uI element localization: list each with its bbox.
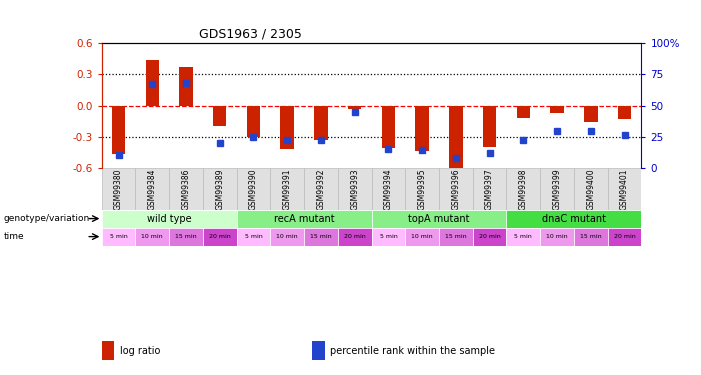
Bar [237,228,271,246]
Bar [483,105,496,147]
Text: 20 min: 20 min [613,234,635,239]
Bar [169,228,203,246]
Bar [372,210,507,228]
Bar [111,105,125,154]
Text: GSM99394: GSM99394 [384,168,393,210]
Text: GSM99395: GSM99395 [418,168,427,210]
Text: GSM99386: GSM99386 [182,168,191,210]
Text: time: time [4,232,24,241]
Text: log ratio: log ratio [120,346,161,355]
Text: GSM99399: GSM99399 [552,168,562,210]
Bar [237,210,372,228]
Text: 5 min: 5 min [515,234,532,239]
Bar [102,210,237,228]
Bar [372,168,405,210]
Bar [608,168,641,210]
Text: GSM99401: GSM99401 [620,168,629,210]
Bar [472,168,507,210]
Bar [507,228,540,246]
Bar [102,228,135,246]
Bar [507,168,540,210]
Bar [540,228,574,246]
Text: 15 min: 15 min [175,234,197,239]
Text: 5 min: 5 min [245,234,262,239]
Text: GSM99393: GSM99393 [350,168,359,210]
Bar [304,168,338,210]
Text: 15 min: 15 min [580,234,601,239]
Bar [574,228,608,246]
Text: GSM99384: GSM99384 [148,168,157,210]
Bar [416,105,429,151]
Text: GSM99391: GSM99391 [283,168,292,210]
Text: GSM99392: GSM99392 [316,168,325,210]
Bar [203,168,237,210]
Bar [169,168,203,210]
Text: GSM99389: GSM99389 [215,168,224,210]
Text: 20 min: 20 min [343,234,365,239]
Text: dnaC mutant: dnaC mutant [542,214,606,223]
Bar [372,228,405,246]
Text: 10 min: 10 min [142,234,163,239]
Text: wild type: wild type [147,214,191,223]
Text: 15 min: 15 min [445,234,467,239]
Text: recA mutant: recA mutant [274,214,334,223]
Bar [439,228,472,246]
Text: percentile rank within the sample: percentile rank within the sample [330,346,495,355]
Bar [213,105,226,126]
Bar [550,105,564,113]
Text: GDS1963 / 2305: GDS1963 / 2305 [199,28,301,40]
Text: 10 min: 10 min [411,234,433,239]
Bar [381,105,395,148]
Text: GSM99397: GSM99397 [485,168,494,210]
Bar [203,228,237,246]
Bar [135,168,169,210]
Text: GSM99400: GSM99400 [586,168,595,210]
Bar [146,60,159,105]
Text: 5 min: 5 min [109,234,128,239]
Bar [271,228,304,246]
Text: topA mutant: topA mutant [408,214,470,223]
Bar [271,168,304,210]
Bar [449,105,463,168]
Bar [247,105,260,137]
Bar [135,228,169,246]
Bar [102,168,135,210]
Bar [314,105,327,140]
Bar [179,67,193,105]
Bar [507,210,641,228]
Text: GSM99398: GSM99398 [519,168,528,210]
Bar [338,168,372,210]
Bar [405,168,439,210]
Text: GSM99390: GSM99390 [249,168,258,210]
Text: genotype/variation: genotype/variation [4,214,90,223]
Bar [517,105,530,118]
Bar [338,228,372,246]
Bar [608,228,641,246]
Bar [574,168,608,210]
Bar [405,228,439,246]
Text: 15 min: 15 min [310,234,332,239]
Bar [304,228,338,246]
Bar [540,168,574,210]
Text: 5 min: 5 min [379,234,397,239]
Text: 20 min: 20 min [209,234,231,239]
Text: 10 min: 10 min [276,234,298,239]
Text: 20 min: 20 min [479,234,501,239]
Bar [237,168,271,210]
Text: GSM99380: GSM99380 [114,168,123,210]
Bar [439,168,472,210]
Bar [618,105,632,119]
Text: GSM99396: GSM99396 [451,168,461,210]
Bar [472,228,507,246]
Bar [280,105,294,149]
Bar [584,105,597,122]
Text: 10 min: 10 min [546,234,568,239]
Bar [348,105,362,109]
